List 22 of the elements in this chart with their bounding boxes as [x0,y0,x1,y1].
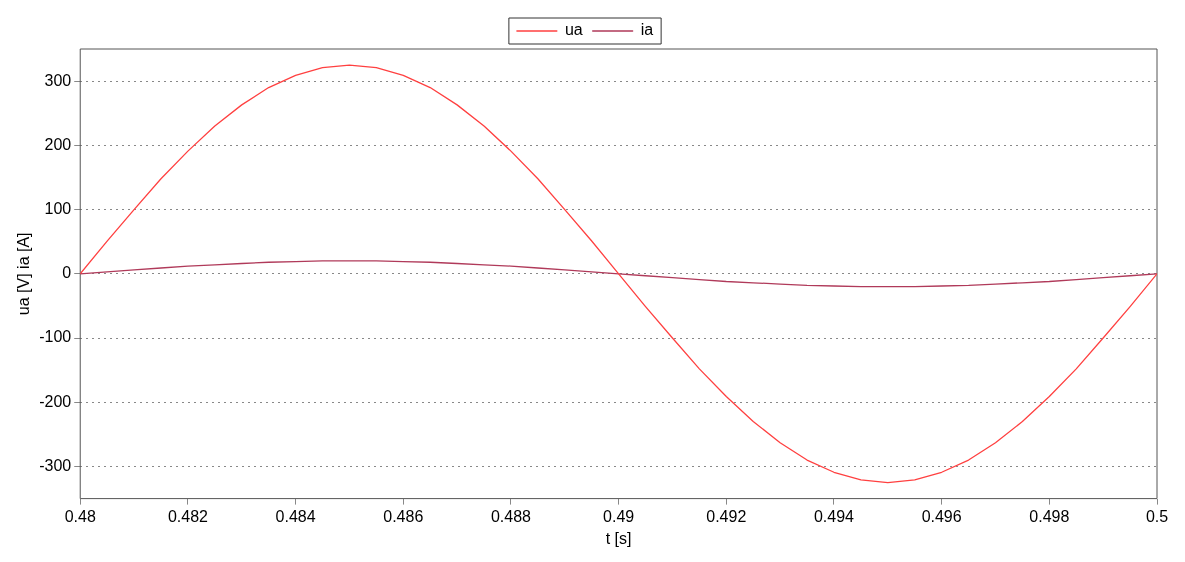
x-tick-label: 0.48 [64,507,96,525]
legend-label: ua [564,21,583,39]
x-tick-label: 0.494 [813,507,855,525]
legend-label: ia [640,21,654,39]
x-tick-label: 0.484 [275,507,316,525]
x-tick-label: 0.496 [921,507,962,525]
y-axis-title: ua [V] ia [A] [15,232,33,316]
x-tick-label: 0.482 [167,507,209,525]
y-tick-label: -200 [39,392,72,410]
x-tick-label: 0.49 [603,507,635,525]
y-tick-label: 100 [44,199,72,217]
x-axis-title: t [s] [605,529,632,547]
y-tick-label: 200 [44,135,72,153]
x-tick-label: 0.488 [490,507,532,525]
y-tick-label: 0 [62,264,72,282]
x-tick-label: 0.492 [706,507,747,525]
x-tick-label: 0.5 [1145,507,1169,525]
y-tick-label: -100 [39,328,72,346]
x-tick-label: 0.486 [383,507,424,525]
y-tick-label: 300 [44,71,72,89]
x-tick-label: 0.498 [1029,507,1070,525]
y-tick-label: -300 [39,456,72,474]
